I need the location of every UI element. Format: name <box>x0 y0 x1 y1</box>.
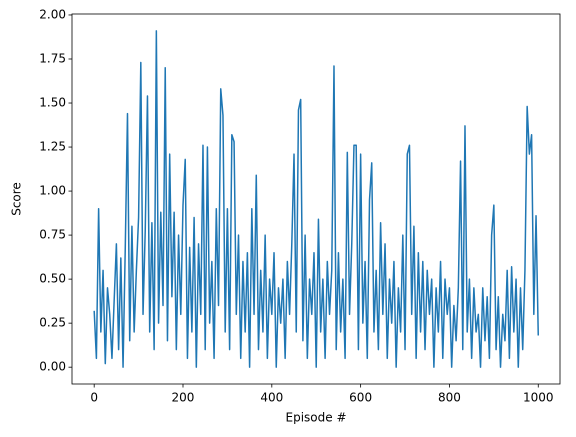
x-tick-label: 400 <box>260 391 283 405</box>
y-tick-label: 0.00 <box>39 360 66 374</box>
y-tick-label: 1.75 <box>39 51 66 65</box>
y-tick-label: 1.50 <box>39 96 66 110</box>
y-tick-label: 0.75 <box>39 228 66 242</box>
y-axis-label: Score <box>10 182 24 216</box>
x-tick-label: 200 <box>172 391 195 405</box>
plot-frame <box>71 13 561 385</box>
x-tick-label: 800 <box>438 391 461 405</box>
y-tick-label: 0.25 <box>39 316 66 330</box>
x-tick-label: 600 <box>349 391 372 405</box>
y-tick-label: 1.00 <box>39 184 66 198</box>
x-axis-label: Episode # <box>286 411 347 425</box>
y-tick-label: 0.50 <box>39 272 66 286</box>
y-tick-label: 1.25 <box>39 140 66 154</box>
x-tick-label: 0 <box>90 391 98 405</box>
x-tick-label: 1000 <box>523 391 554 405</box>
y-tick-label: 2.00 <box>39 7 66 21</box>
data-line <box>93 30 540 368</box>
